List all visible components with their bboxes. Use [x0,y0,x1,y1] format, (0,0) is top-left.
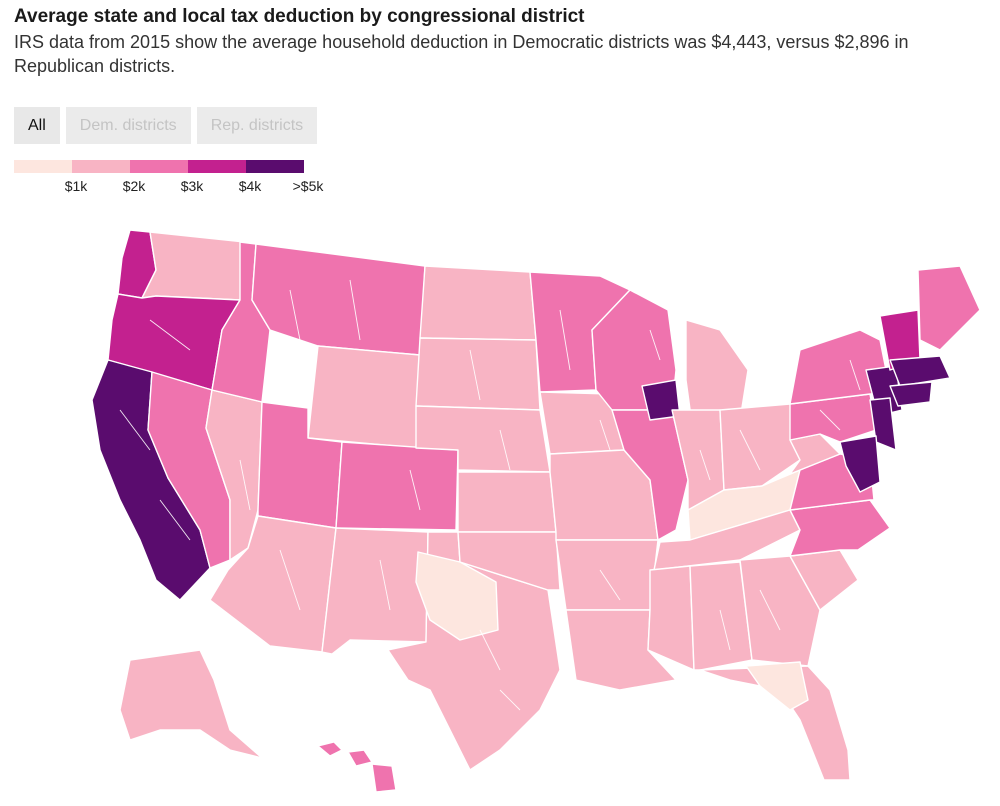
region-alabama[interactable] [689,561,753,671]
filter-dem-districts-button[interactable]: Dem. districts [65,107,191,144]
district-border [239,459,251,511]
district-border [649,329,661,361]
region-mississippi[interactable] [647,565,695,671]
region-montana[interactable] [251,243,426,356]
region-maryland-dc[interactable] [839,435,881,493]
region-arkansas[interactable] [555,539,659,611]
district-border [759,589,781,631]
filter-all-button[interactable]: All [14,107,60,144]
district-border [379,559,391,611]
region-oklahoma[interactable] [457,531,561,591]
district-border [559,309,571,371]
district-border [279,549,301,611]
region-washington-east[interactable] [141,231,246,301]
district-border [149,319,191,351]
legend-labels: $1k $2k $3k $4k >$5k [14,178,324,196]
legend-swatch-3 [130,160,188,173]
district-border [469,349,481,401]
district-border [739,429,761,471]
filter-rep-districts-button[interactable]: Rep. districts [196,107,318,144]
district-border [499,689,521,711]
legend-swatch-5 [246,160,304,173]
color-legend: $1k $2k $3k $4k >$5k [14,160,324,196]
region-wyoming[interactable] [307,345,421,449]
region-north-carolina[interactable] [789,499,891,557]
district-border [699,449,711,481]
region-colorado[interactable] [335,441,459,531]
region-hawaii[interactable] [317,741,397,793]
district-border [599,419,611,451]
legend-swatches [14,160,304,173]
district-border [849,359,861,391]
district-border [119,409,151,451]
region-west-texas[interactable] [415,551,499,641]
district-border [719,609,731,651]
legend-swatch-1 [14,160,72,173]
legend-tick-label: >$5k [292,178,324,194]
region-alaska[interactable] [119,649,263,759]
region-ohio[interactable] [719,403,801,491]
region-connecticut[interactable] [889,381,933,407]
region-north-dakota[interactable] [419,265,537,341]
region-georgia[interactable] [739,555,821,667]
chart-header: Average state and local tax deduction by… [14,4,984,78]
region-north-florida[interactable] [745,661,809,711]
district-border [599,569,621,601]
legend-tick-label: $2k [122,178,146,194]
district-filter-tabs: All Dem. districts Rep. districts [14,107,318,144]
district-border [879,449,891,471]
us-map-svg [91,229,981,793]
legend-tick-label: $1k [64,178,88,194]
legend-swatch-4 [188,160,246,173]
chart-title: Average state and local tax deduction by… [14,6,585,27]
legend-tick-label: $3k [180,178,204,194]
region-maine[interactable] [917,265,981,351]
region-south-dakota[interactable] [415,337,541,411]
district-border [479,629,501,671]
district-border [289,289,301,341]
us-district-map [0,210,1000,806]
district-border [819,409,841,431]
legend-swatch-2 [72,160,130,173]
chart-subtitle: IRS data from 2015 show the average hous… [14,32,909,76]
district-border [499,429,511,471]
region-massachusetts[interactable] [889,355,951,387]
region-florida[interactable] [699,665,851,781]
region-kansas[interactable] [457,471,557,533]
district-border [159,499,191,541]
legend-tick-label: $4k [238,178,262,194]
region-nebraska[interactable] [415,405,551,473]
region-new-mexico[interactable] [321,527,429,655]
district-border [349,279,361,341]
district-border [409,469,421,511]
